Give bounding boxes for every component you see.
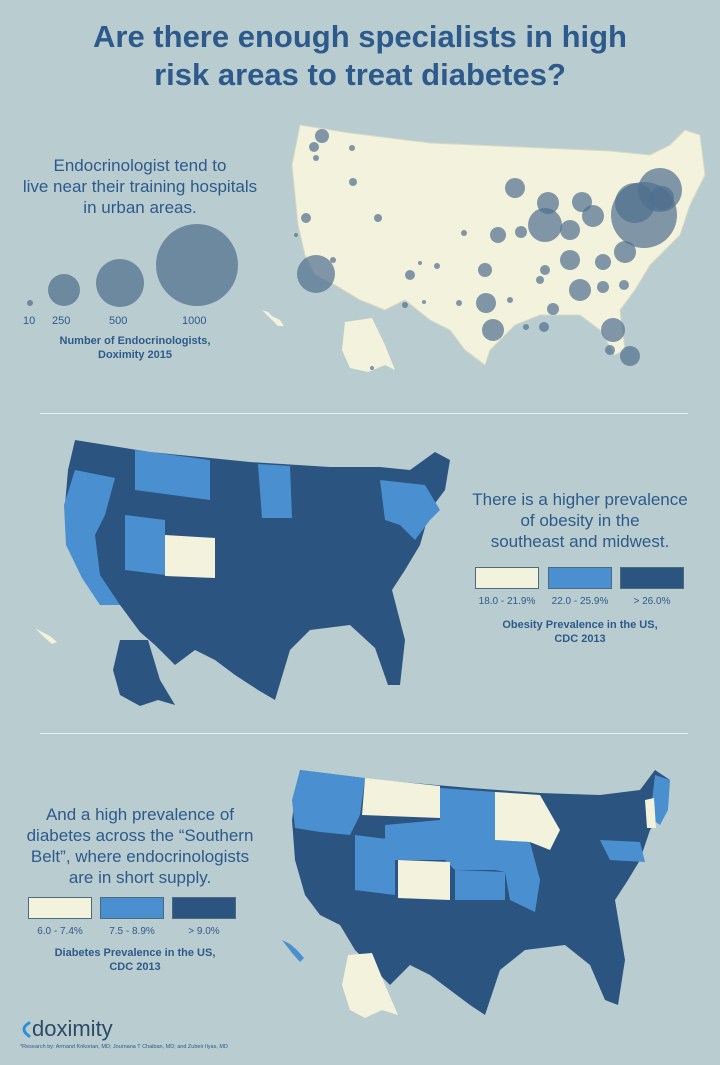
diabetes-northeast-mid bbox=[600, 840, 645, 862]
obesity-legend-label-mid: 22.0 - 25.9% bbox=[551, 596, 609, 607]
obesity-legend-swatch-high bbox=[620, 567, 684, 589]
obesity-minnesota-mid bbox=[258, 464, 292, 518]
bubble-label-250: 250 bbox=[52, 315, 71, 327]
diabetes-caption: Diabetes Prevalence in the US, CDC 2013 bbox=[54, 947, 216, 973]
obesity-legend-swatch-low bbox=[475, 567, 539, 589]
diabetes-text: And a high prevalence of diabetes across… bbox=[26, 805, 254, 887]
diabetes-colorado-low bbox=[398, 860, 450, 900]
divider-2 bbox=[40, 733, 688, 734]
diabetes-kansas-mid bbox=[455, 870, 505, 900]
bubble-caption: Number of Endocrinologists, Doximity 201… bbox=[59, 335, 211, 361]
bubble-label-1000: 1000 bbox=[182, 315, 207, 327]
bubble-label-10: 10 bbox=[23, 315, 36, 327]
diabetes-hawaii bbox=[282, 940, 304, 962]
logo-mark-icon bbox=[22, 1021, 31, 1038]
page-title: Are there enough specialists in high ris… bbox=[0, 18, 720, 94]
divider-1 bbox=[40, 413, 688, 414]
obesity-legend-swatch-mid bbox=[548, 567, 612, 589]
doximity-logo: doximity bbox=[17, 1016, 113, 1042]
diabetes-legend-label-low: 6.0 - 7.4% bbox=[37, 926, 83, 937]
diabetes-new-england-mid bbox=[650, 775, 670, 825]
research-credit: *Research by: Armand Krikorian, MD; Jour… bbox=[20, 1044, 228, 1050]
diabetes-northwest-mid bbox=[292, 770, 365, 835]
obesity-northeast-mid bbox=[380, 480, 440, 540]
bubble-legend-1000 bbox=[156, 224, 238, 306]
endocrinologist-text: Endocrinologist tend to live near their … bbox=[22, 156, 258, 217]
obesity-caption: Obesity Prevalence in the US, CDC 2013 bbox=[502, 619, 658, 645]
diabetes-legend-label-mid: 7.5 - 8.9% bbox=[109, 926, 155, 937]
bubble-legend-10 bbox=[27, 300, 33, 306]
diabetes-legend-swatch-low bbox=[28, 897, 92, 919]
obesity-west-coast-mid bbox=[64, 470, 120, 605]
diabetes-montana-low bbox=[362, 778, 440, 818]
diabetes-utah-mid bbox=[355, 835, 395, 895]
obesity-legend-label-high: > 26.0% bbox=[633, 596, 671, 607]
diabetes-minnesota-low bbox=[495, 792, 560, 850]
obesity-alaska bbox=[113, 640, 175, 706]
obesity-legend-label-low: 18.0 - 21.9% bbox=[478, 596, 536, 607]
bubble-label-500: 500 bbox=[109, 315, 128, 327]
diabetes-legend-label-high: > 9.0% bbox=[188, 926, 220, 937]
diabetes-alaska bbox=[342, 953, 398, 1018]
title-line-1: Are there enough specialists in high bbox=[93, 19, 627, 54]
alaska bbox=[342, 318, 395, 372]
bubble-legend-500 bbox=[96, 259, 144, 307]
title-line-2: risk areas to treat diabetes? bbox=[154, 57, 566, 92]
diabetes-legend-swatch-high bbox=[172, 897, 236, 919]
obesity-text: There is a higher prevalence of obesity … bbox=[472, 490, 688, 551]
bubble-legend-250 bbox=[48, 274, 80, 306]
obesity-utah-mid bbox=[125, 515, 165, 575]
logo-wordmark: doximity bbox=[32, 1016, 113, 1041]
diabetes-northplains-mid bbox=[385, 788, 495, 870]
diabetes-legend-swatch-mid bbox=[100, 897, 164, 919]
obesity-us-dark bbox=[65, 440, 450, 700]
obesity-hawaii bbox=[35, 628, 57, 644]
diabetes-vermont-low bbox=[645, 798, 656, 828]
obesity-colorado-low bbox=[165, 535, 215, 578]
diabetes-midwest-mid bbox=[495, 840, 540, 912]
obesity-montana-mid bbox=[135, 450, 210, 500]
hawaii bbox=[262, 310, 284, 326]
